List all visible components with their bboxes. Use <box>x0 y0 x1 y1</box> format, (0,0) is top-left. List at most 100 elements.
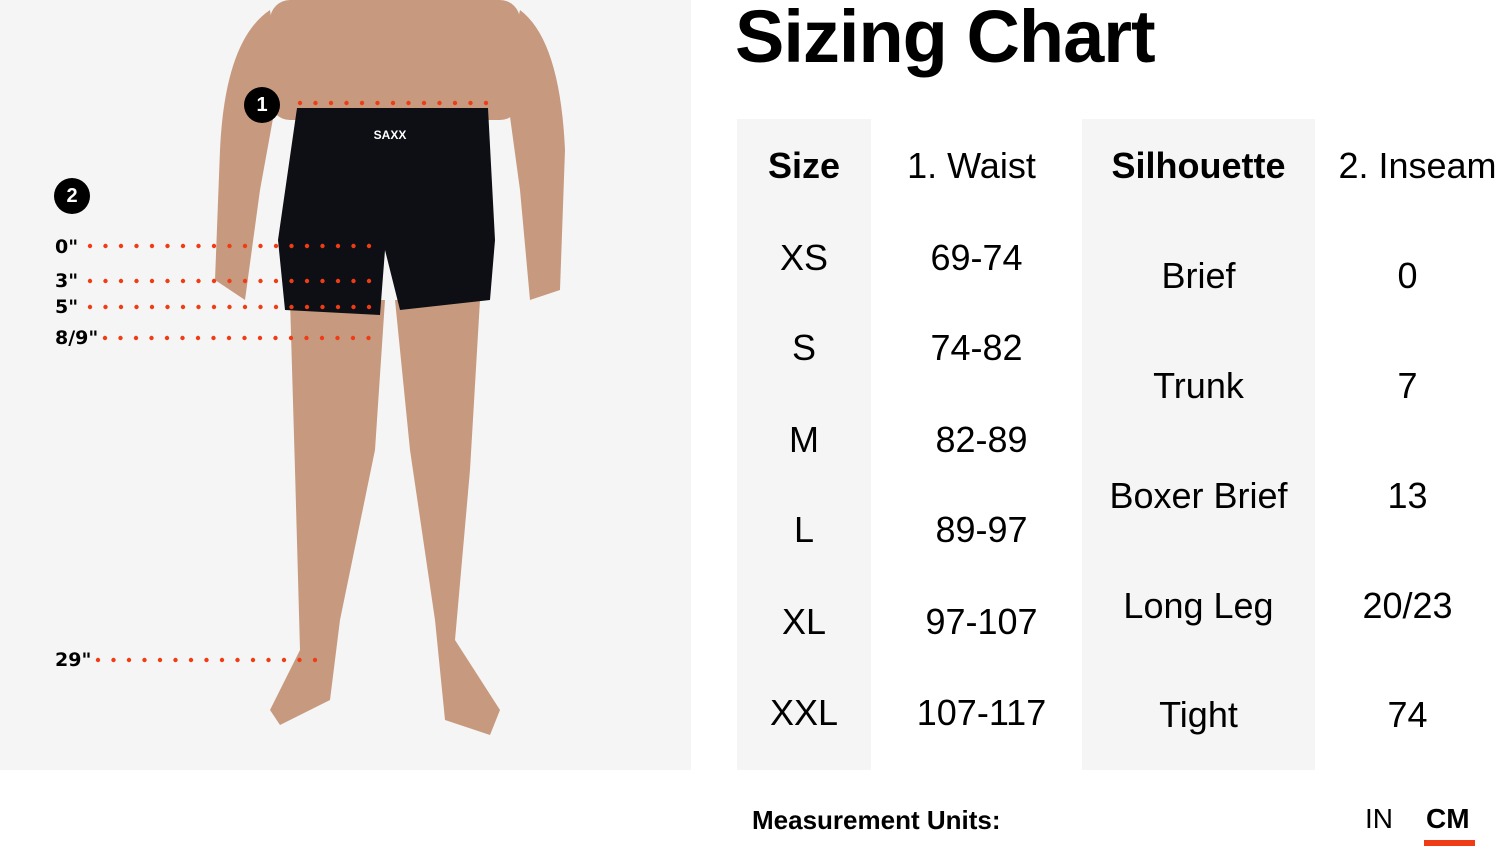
measurement-dot <box>328 100 334 106</box>
measurement-dot <box>273 304 279 310</box>
measurement-dot <box>149 278 155 284</box>
measurement-dot <box>180 278 186 284</box>
measurement-dot <box>304 278 310 284</box>
measurement-dot <box>366 304 372 310</box>
inseam-cell: 20/23 <box>1362 585 1453 626</box>
measurement-dot <box>165 243 170 249</box>
size-column: Size XS S M L XL XXL <box>737 119 871 770</box>
measurement-dot <box>319 335 325 341</box>
size-cell: L <box>793 509 815 550</box>
measurement-dot <box>211 335 216 341</box>
measurement-dot <box>242 278 248 284</box>
measurement-dot <box>289 278 294 284</box>
measurement-dot <box>304 243 310 249</box>
measurement-dot <box>406 100 411 106</box>
brand-logo: SAXX <box>374 128 407 142</box>
measurement-dot <box>258 304 263 310</box>
measurement-dot <box>312 657 318 663</box>
unit-in-button[interactable]: IN <box>1365 803 1393 834</box>
measurement-dot <box>304 304 310 310</box>
measurement-dot <box>95 657 101 663</box>
size-cell: S <box>791 327 816 368</box>
measurement-dot <box>118 243 124 249</box>
measurement-dot <box>313 100 318 106</box>
inseam-mark-8-9: 8/9" <box>55 327 99 349</box>
measurement-dot <box>320 278 325 284</box>
silhouette-column: Silhouette Brief Trunk Boxer Brief Long … <box>1082 119 1315 770</box>
measurement-dot <box>118 335 123 341</box>
measurement-dot <box>468 100 473 106</box>
model-photo: SAXX 1 2 0" 3" 5" 8/9" 29" <box>0 0 691 770</box>
waist-cell: 97-107 <box>925 601 1038 642</box>
silhouette-cell: Boxer Brief <box>1109 475 1288 516</box>
inseam-cell: 7 <box>1397 365 1418 406</box>
measurement-dot <box>87 243 93 249</box>
unit-cm-button[interactable]: CM <box>1426 803 1470 834</box>
measurement-dot <box>134 243 139 249</box>
measurement-dot <box>366 278 372 284</box>
waist-cell: 69-74 <box>930 237 1023 278</box>
measurement-dot <box>103 278 108 284</box>
model-figure: SAXX <box>87 0 565 735</box>
measurement-dot <box>242 243 248 249</box>
measurement-dot <box>335 278 341 284</box>
measurement-dot <box>273 243 279 249</box>
measurement-dot <box>351 278 356 284</box>
measurement-dot <box>273 335 278 341</box>
measurement-dot <box>288 335 294 341</box>
measurement-dot <box>452 100 458 106</box>
boxer-brief <box>278 108 495 315</box>
measurement-dot <box>242 304 248 310</box>
size-cell: XL <box>781 601 827 642</box>
measurement-dot <box>366 335 371 341</box>
waist-cell: 89-97 <box>935 509 1028 550</box>
waist-cell: 107-117 <box>916 692 1047 733</box>
size-cell: M <box>789 419 819 460</box>
measurement-dot <box>359 100 365 106</box>
measurement-dot <box>226 335 232 341</box>
measurement-dot <box>289 243 294 249</box>
measurement-dot <box>258 278 263 284</box>
measurement-dot <box>102 335 108 341</box>
measurement-dot <box>344 100 349 106</box>
measurement-dot <box>149 304 155 310</box>
measurement-dot <box>437 100 442 106</box>
measurement-dot <box>258 243 263 249</box>
waist-cell: 74-82 <box>930 327 1023 368</box>
measurement-dot <box>134 278 139 284</box>
waist-cell: 82-89 <box>935 419 1028 460</box>
inseam-column: 2. Inseam 0 7 13 20/23 74 <box>1315 119 1500 770</box>
measurement-dot <box>335 304 341 310</box>
measurement-dot <box>266 657 271 663</box>
measurement-dot <box>126 657 132 663</box>
measurement-dot <box>421 100 427 106</box>
size-cell: XS <box>779 237 829 278</box>
measurement-dot <box>180 335 185 341</box>
measurement-dot <box>157 657 163 663</box>
measurement-dot <box>87 278 93 284</box>
measurement-dot <box>227 278 232 284</box>
measurement-dot <box>188 657 194 663</box>
waist-badge: 1 <box>244 87 280 123</box>
measurement-dot <box>149 335 154 341</box>
measurement-dot <box>133 335 139 341</box>
measurement-units-label: Measurement Units: <box>752 805 1001 835</box>
measurement-dot <box>250 657 256 663</box>
measurement-dot <box>173 657 178 663</box>
measurement-dot <box>320 243 325 249</box>
measurement-dot <box>335 243 341 249</box>
measurement-dot <box>211 278 217 284</box>
measurement-dot <box>196 304 201 310</box>
measurement-dot <box>149 243 155 249</box>
measurement-dot <box>180 243 186 249</box>
selected-unit-indicator <box>1424 840 1475 846</box>
measurement-dot <box>165 304 170 310</box>
measurement-dot <box>351 243 356 249</box>
measurement-dot <box>196 243 201 249</box>
measurement-dot <box>281 657 287 663</box>
measurement-dot <box>320 304 325 310</box>
measurement-dot <box>118 304 124 310</box>
inseam-mark-3: 3" <box>55 270 79 292</box>
measurement-dot <box>375 100 380 106</box>
waist-header: 1. Waist <box>907 145 1036 186</box>
